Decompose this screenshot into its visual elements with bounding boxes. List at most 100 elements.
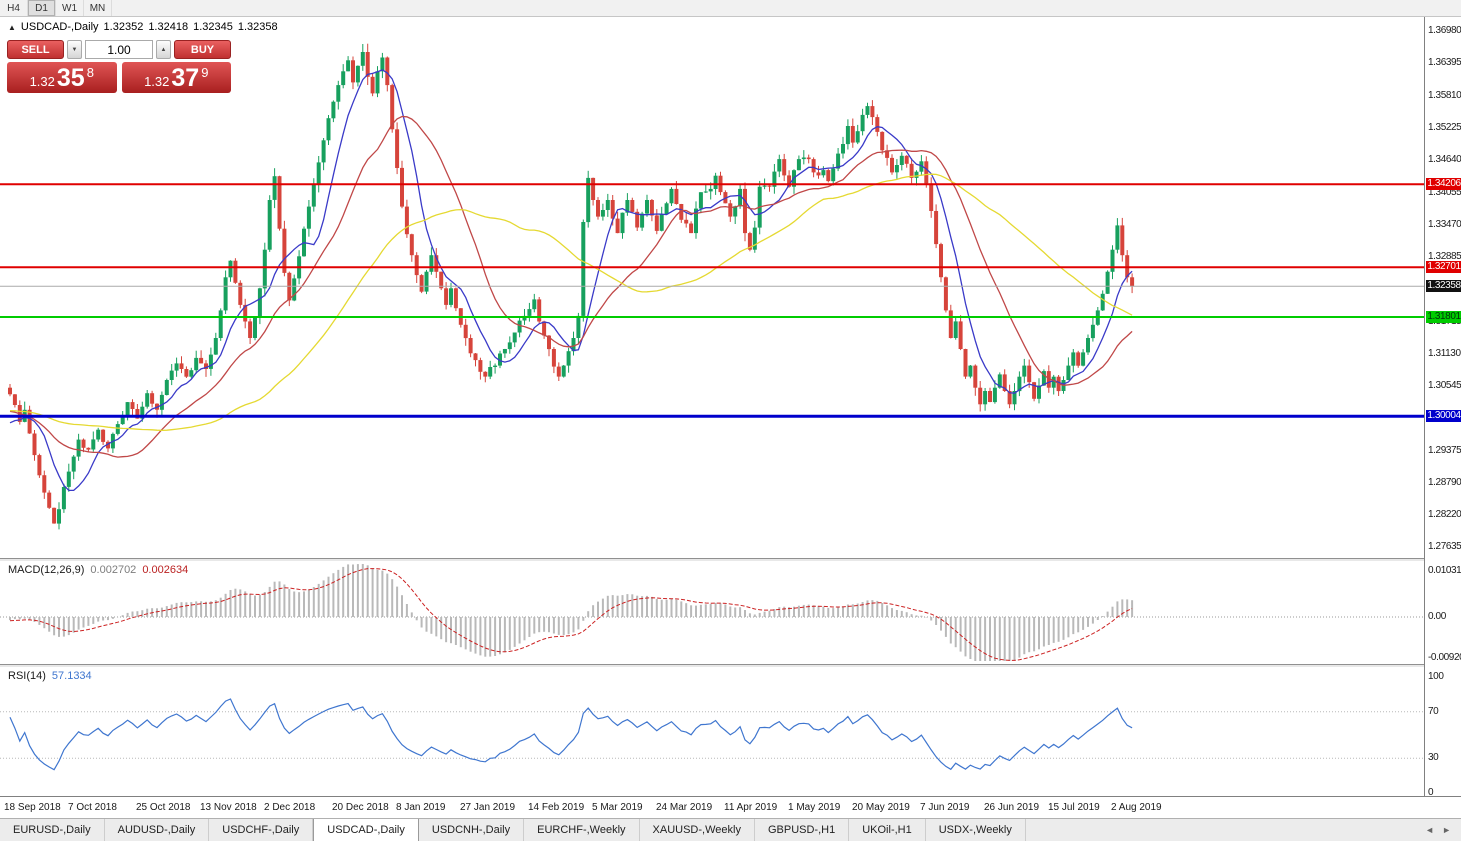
chart-tab-bar: EURUSD-,Daily AUDUSD-,Daily USDCHF-,Daily U…	[0, 818, 1461, 841]
sell-price-point: 8	[86, 64, 94, 80]
rsi-indicator-label: RSI(14) 57.1334	[8, 670, 92, 682]
price-axis-tick: 1.34055	[1428, 187, 1461, 198]
rsi-axis-tick: 30	[1428, 752, 1439, 763]
tab-scroll-right-icon[interactable]: ►	[1442, 825, 1451, 835]
price-axis-tick: 1.27635	[1428, 541, 1461, 552]
moving-average-line	[9, 173, 1133, 432]
moving-average-line	[9, 115, 1133, 458]
time-axis-label: 20 May 2019	[852, 802, 910, 813]
price-level-badge: 1.34206	[1426, 178, 1461, 190]
time-axis-label: 18 Sep 2018	[4, 802, 61, 813]
timeframe-button-w1[interactable]: W1	[56, 0, 84, 16]
macd-signal-value: 0.002634	[142, 564, 189, 576]
rsi-name: RSI(14)	[8, 670, 46, 682]
time-axis-label: 26 Jun 2019	[984, 802, 1040, 813]
chart-tab-xauusd-weekly[interactable]: XAUUSD-,Weekly	[640, 819, 755, 841]
macd-name: MACD(12,26,9)	[8, 564, 85, 576]
macd-main-value: 0.002702	[90, 564, 137, 576]
price-level-badge: 1.32358	[1426, 280, 1461, 292]
close-value: 1.32358	[237, 21, 278, 33]
macd-signal-line	[9, 568, 1133, 661]
buy-price-display[interactable]: 1.32 37 9	[121, 62, 231, 93]
one-click-trading-panel: SELL ▼ ▲ BUY 1.32 35 8 1.32 37 9	[7, 40, 231, 93]
buy-price-base: 1.32	[144, 73, 170, 89]
macd-panel-canvas[interactable]	[0, 561, 1424, 664]
rsi-axis-tick: 70	[1428, 706, 1439, 717]
price-axis-tick: 1.36395	[1428, 57, 1461, 68]
price-level-badge: 1.31801	[1426, 311, 1461, 323]
chart-symbol-label: USDCAD-,Daily	[20, 21, 99, 33]
rsi-panel-canvas[interactable]	[0, 667, 1424, 796]
price-axis-tick: 1.28790	[1428, 477, 1461, 488]
price-level-badge: 1.32701	[1426, 261, 1461, 273]
price-axis-tick: 1.33470	[1428, 219, 1461, 230]
candles	[8, 43, 1135, 530]
price-axis-tick: 1.32885	[1428, 251, 1461, 262]
macd-axis-tick: 0.010311	[1428, 565, 1461, 576]
volume-decrease-icon[interactable]: ▼	[67, 40, 82, 59]
moving-average-line	[9, 69, 1133, 492]
price-axis-tick: 1.30545	[1428, 380, 1461, 391]
time-axis-label: 7 Jun 2019	[920, 802, 970, 813]
timeframe-button-d1[interactable]: D1	[28, 0, 56, 16]
price-axis-tick: 1.36980	[1428, 25, 1461, 36]
panel-divider[interactable]	[0, 558, 1461, 561]
chart-tab-usdx-weekly[interactable]: USDX-,Weekly	[926, 819, 1026, 841]
tab-scroll-left-icon[interactable]: ◄	[1425, 825, 1435, 835]
high-value: 1.32418	[148, 21, 189, 33]
sell-price-display[interactable]: 1.32 35 8	[7, 62, 117, 93]
time-axis-label: 15 Jul 2019	[1048, 802, 1100, 813]
buy-button[interactable]: BUY	[174, 40, 231, 59]
rsi-value: 57.1334	[51, 670, 92, 682]
chart-tab-ukoil-h1[interactable]: UKOil-,H1	[849, 819, 926, 841]
buy-price-point: 9	[201, 64, 209, 80]
price-axis[interactable]: 1.36980 1.36395 1.35810 1.35225 1.34640 1.340…	[1424, 17, 1461, 798]
chart-tab-gbpusd-h1[interactable]: GBPUSD-,H1	[755, 819, 850, 841]
chart-tab-usdchf-daily[interactable]: USDCHF-,Daily	[209, 819, 314, 841]
one-click-toggle-icon[interactable]: ▲	[8, 22, 16, 32]
price-axis-tick: 1.35810	[1428, 90, 1461, 101]
open-value: 1.32352	[103, 21, 144, 33]
time-axis-label: 2 Aug 2019	[1111, 802, 1162, 813]
chart-tab-usdcnh-daily[interactable]: USDCNH-,Daily	[419, 819, 525, 841]
rsi-axis-tick: 0	[1428, 787, 1434, 798]
time-axis-label: 7 Oct 2018	[68, 802, 117, 813]
price-axis-tick: 1.31130	[1428, 348, 1461, 359]
chart-tabs: EURUSD-,Daily AUDUSD-,Daily USDCHF-,Daily U…	[0, 819, 1026, 841]
timeframe-toolbar: H4 D1 W1 MN	[0, 0, 1461, 17]
time-axis-label: 13 Nov 2018	[200, 802, 257, 813]
chart-ohlc-readout: ▲ USDCAD-,Daily 1.32352 1.32418 1.32345 …	[8, 21, 278, 33]
sell-price-base: 1.32	[29, 73, 55, 89]
low-value: 1.32345	[193, 21, 233, 33]
macd-histogram	[9, 564, 1134, 661]
price-axis-tick: 1.28220	[1428, 509, 1461, 520]
chart-tab-audusd-daily[interactable]: AUDUSD-,Daily	[105, 819, 210, 841]
time-axis-label: 1 May 2019	[788, 802, 841, 813]
time-axis-label: 5 Mar 2019	[592, 802, 643, 813]
price-axis-tick: 1.29375	[1428, 445, 1461, 456]
chart-tab-eurusd-daily[interactable]: EURUSD-,Daily	[0, 819, 105, 841]
macd-indicator-label: MACD(12,26,9) 0.002702 0.002634	[8, 564, 188, 576]
timeframe-button-h4[interactable]: H4	[0, 0, 28, 16]
panel-divider[interactable]	[0, 664, 1461, 667]
sell-price-pips: 35	[56, 63, 85, 92]
price-axis-tick: 1.35225	[1428, 122, 1461, 133]
timeframe-button-mn[interactable]: MN	[84, 0, 112, 16]
rsi-line	[9, 698, 1133, 771]
price-chart-canvas[interactable]	[0, 17, 1424, 558]
sell-button[interactable]: SELL	[7, 40, 64, 59]
rsi-axis-tick: 100	[1428, 671, 1444, 682]
macd-axis-tick: -0.00920	[1428, 652, 1461, 663]
volume-increase-icon[interactable]: ▲	[156, 40, 171, 59]
time-axis[interactable]: 18 Sep 2018 7 Oct 2018 25 Oct 2018 13 Nov 2…	[0, 796, 1461, 818]
time-axis-label: 2 Dec 2018	[264, 802, 316, 813]
time-axis-label: 8 Jan 2019	[396, 802, 446, 813]
price-level-badge: 1.30004	[1426, 410, 1461, 422]
buy-price-pips: 37	[171, 63, 200, 92]
chart-tab-eurchf-weekly[interactable]: EURCHF-,Weekly	[524, 819, 640, 841]
volume-input[interactable]	[85, 40, 153, 59]
chart-tab-usdcad-daily[interactable]: USDCAD-,Daily	[313, 819, 419, 841]
time-axis-label: 20 Dec 2018	[332, 802, 389, 813]
time-axis-label: 25 Oct 2018	[136, 802, 191, 813]
